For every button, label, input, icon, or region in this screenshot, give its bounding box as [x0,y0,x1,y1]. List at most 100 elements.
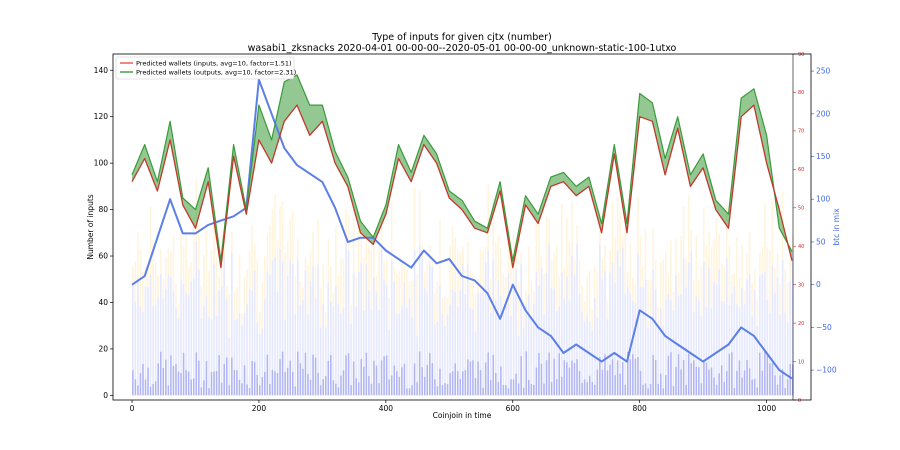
bg-bar-top [157,275,160,298]
bg-bar-mid [515,268,517,374]
bg-bar-mid [147,287,149,368]
bg-bar-top [715,218,718,284]
bg-bar-mid [741,288,743,378]
bg-bar-mid [233,319,236,371]
bg-bar-inputs [484,362,487,396]
bg-bar-inputs [291,371,294,396]
bg-bar-inputs [363,366,365,396]
bg-bar-top [604,245,606,272]
y-tick-label-right-red: 70 [798,129,804,135]
bg-bar-mid [469,307,472,362]
bg-bar-inputs [494,373,497,396]
bg-bar-inputs [385,355,388,396]
bg-bar-inputs [312,354,314,396]
bg-bar-top [350,304,352,325]
bg-bar-top [439,219,441,286]
bg-bar-mid [236,319,238,371]
bg-bar-top [505,276,507,303]
bg-bar-mid [279,248,281,360]
bg-bar-inputs [218,355,220,396]
bg-bar-inputs [231,357,233,396]
bg-bar-mid [764,271,766,352]
bg-bar-inputs [330,354,332,396]
bg-bar-top [149,206,152,275]
bg-bar-inputs [657,383,660,396]
bg-bar-inputs [614,375,616,396]
bg-bar-mid [743,304,746,371]
bg-bar-mid [667,294,670,356]
bg-bar-inputs [449,373,451,396]
bg-bar-inputs [505,385,507,396]
bg-bar-inputs [368,375,370,396]
bg-bar-inputs [241,383,243,396]
bg-bar-inputs [337,387,340,396]
bg-bar-inputs [266,354,269,396]
bg-bar-inputs [439,368,441,396]
x-tick-label: 0 [130,404,135,413]
bg-bar-top [198,225,200,270]
bg-bar-mid [720,301,723,366]
bg-bar-top [167,248,170,275]
bg-bar-mid [657,329,660,384]
bg-bar-top [444,295,446,327]
bg-bar-mid [350,324,352,386]
bg-bar-inputs [264,372,266,396]
bg-bar-top [550,259,553,289]
bg-bar-inputs [340,375,342,396]
bg-bar-inputs [147,367,149,396]
bg-bar-top [685,259,687,288]
bg-bar-mid [659,308,662,374]
bg-bar-inputs [279,359,281,396]
bg-bar-inputs [187,371,190,396]
bg-bar-inputs [530,383,533,396]
bg-bar-inputs [454,363,456,396]
bg-bar-inputs [149,386,152,396]
bg-bar-inputs [342,370,345,396]
bg-bar-mid [789,281,792,365]
y-tick-label-right-blue: 0 [816,280,821,289]
chart-title-line2: wasabi1_zksnacks 2020-04-01 00-00-00--20… [248,43,677,54]
bg-bar-top [406,269,408,309]
bg-bar-mid [342,307,345,371]
bg-bar-top [766,246,769,300]
bg-bar-top [695,235,698,297]
bg-bar-inputs [685,384,687,396]
bg-bar-top [482,250,484,287]
bg-bar-mid [665,300,667,376]
bg-bar-inputs [611,359,614,396]
bg-bar-mid [758,275,761,353]
bg-bar-top [560,203,563,273]
bg-bar-inputs [593,384,596,396]
bg-bar-mid [482,286,484,388]
bg-bar-mid [500,295,502,367]
bg-bar-mid [332,306,335,381]
bg-bar-top [467,241,469,265]
bg-bar-inputs [167,385,170,396]
bg-bar-inputs [413,363,416,396]
bg-bar-top [225,285,228,300]
bg-bar-top [373,235,375,278]
bg-bar-inputs [543,383,545,396]
bg-bar-top [228,294,231,338]
bg-bar-top [200,286,203,319]
bg-bar-mid [467,264,469,360]
bg-bar-top [472,274,474,310]
bg-bar-top [553,254,555,289]
bg-bar-mid [165,288,167,360]
bg-bar-mid [139,306,142,374]
bg-bar-top [644,229,647,281]
bg-bar-inputs [314,357,317,396]
bg-bar-inputs [698,367,700,396]
bg-bar-top [378,245,380,311]
bg-bar-top [165,256,167,289]
bg-bar-inputs [751,379,753,396]
bg-bar-top [568,241,571,301]
bg-bar-inputs [238,379,241,396]
bg-bar-inputs [383,356,385,396]
bg-bar-top [741,244,743,289]
bg-bar-mid [195,241,198,353]
plot-frame [112,53,812,401]
bg-bar-inputs [418,351,421,396]
bg-bar-inputs [307,373,309,396]
